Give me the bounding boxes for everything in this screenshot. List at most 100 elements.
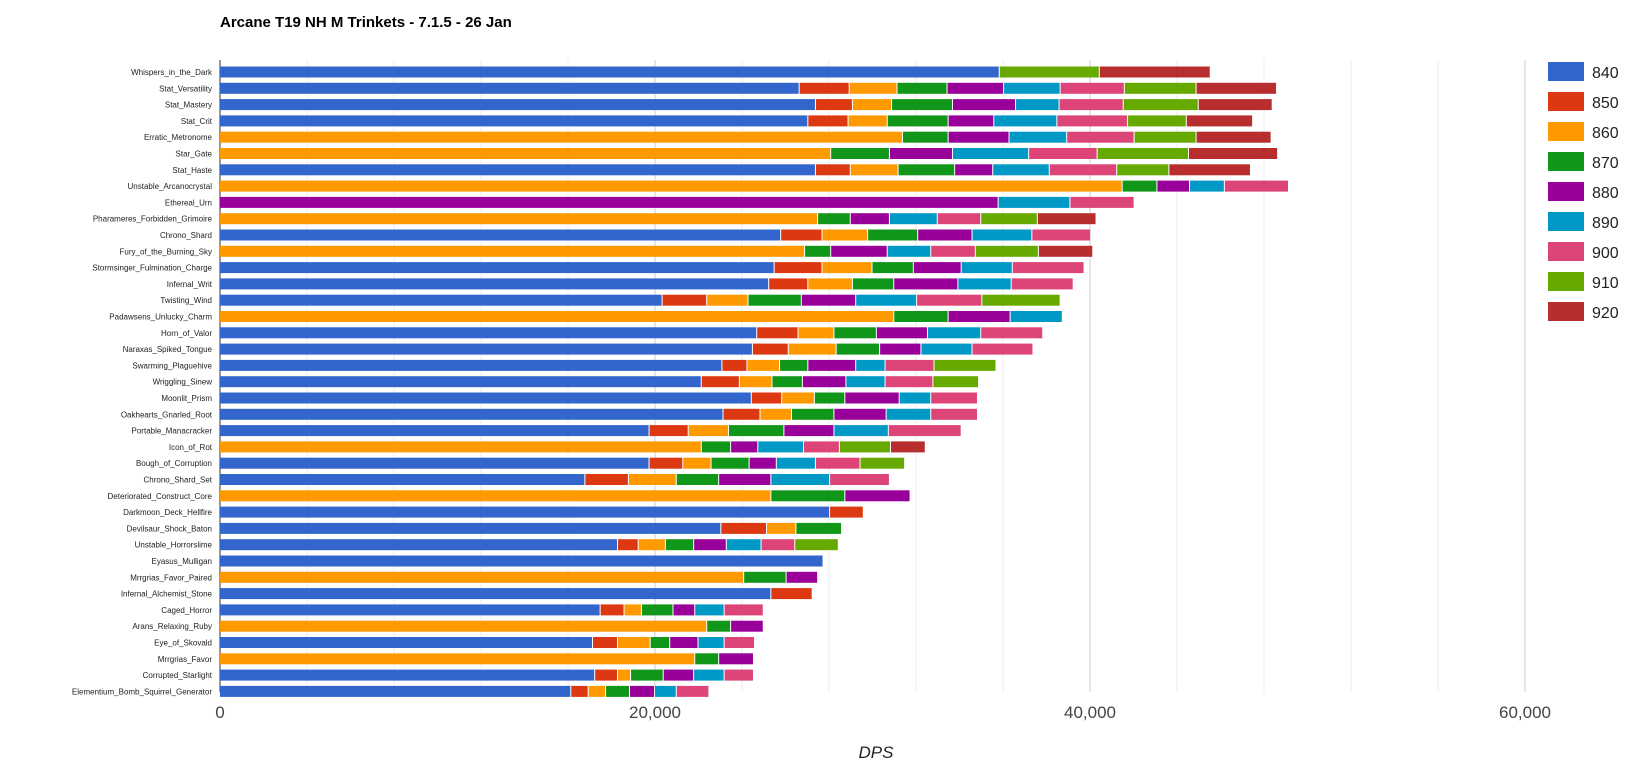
bar-segment-880[interactable] (880, 343, 921, 355)
bar-segment-850[interactable] (585, 474, 628, 485)
bar-segment-870[interactable] (701, 441, 731, 453)
bar-segment-860[interactable] (808, 278, 852, 290)
bar-segment-860[interactable] (782, 392, 814, 404)
bar-segment-920[interactable] (1038, 245, 1093, 257)
bar-segment-890[interactable] (726, 539, 761, 551)
bar-segment-880[interactable] (629, 685, 654, 697)
bar-segment-870[interactable] (872, 262, 913, 274)
bar-segment-840[interactable] (220, 637, 593, 648)
bar-segment-900[interactable] (815, 457, 860, 469)
bar-segment-890[interactable] (834, 425, 888, 437)
bar-segment-870[interactable] (814, 392, 845, 404)
bar-segment-880[interactable] (948, 131, 1009, 143)
bar-segment-870[interactable] (1122, 180, 1157, 192)
bar-segment-880[interactable] (784, 425, 834, 437)
bar-segment-860[interactable] (220, 571, 744, 583)
bar-segment-850[interactable] (808, 115, 848, 127)
bar-segment-860[interactable] (822, 229, 868, 241)
bar-segment-850[interactable] (722, 359, 747, 371)
bar-segment-890[interactable] (889, 213, 937, 225)
bar-segment-910[interactable] (934, 359, 996, 371)
bar-segment-840[interactable] (220, 539, 618, 551)
bar-segment-900[interactable] (1012, 262, 1084, 274)
bar-segment-850[interactable] (701, 376, 739, 388)
bar-segment-840[interactable] (220, 229, 781, 241)
bar-segment-850[interactable] (618, 539, 638, 551)
bar-segment-840[interactable] (220, 278, 769, 290)
bar-segment-910[interactable] (795, 539, 838, 551)
bar-segment-900[interactable] (1032, 229, 1091, 241)
bar-segment-910[interactable] (999, 66, 1099, 78)
bar-segment-900[interactable] (761, 539, 795, 551)
bar-segment-840[interactable] (220, 294, 662, 306)
bar-segment-850[interactable] (757, 327, 798, 339)
bar-segment-880[interactable] (913, 262, 961, 274)
bar-segment-850[interactable] (830, 506, 863, 518)
bar-segment-900[interactable] (724, 604, 763, 616)
legend-item-840[interactable]: 840 (1548, 62, 1619, 82)
bar-segment-870[interactable] (780, 359, 808, 371)
bar-segment-870[interactable] (831, 148, 889, 159)
bar-segment-850[interactable] (815, 99, 852, 111)
bar-segment-870[interactable] (834, 327, 876, 339)
bar-segment-900[interactable] (1029, 148, 1097, 159)
bar-segment-920[interactable] (890, 441, 925, 453)
bar-segment-840[interactable] (220, 604, 600, 616)
bar-segment-870[interactable] (748, 294, 801, 306)
bar-segment-840[interactable] (220, 164, 815, 176)
bar-segment-850[interactable] (815, 164, 850, 176)
bar-segment-870[interactable] (606, 685, 629, 697)
legend-item-920[interactable]: 920 (1548, 302, 1619, 322)
bar-segment-890[interactable] (972, 229, 1032, 241)
bar-segment-900[interactable] (888, 425, 961, 437)
bar-segment-840[interactable] (220, 685, 571, 697)
bar-segment-840[interactable] (220, 408, 723, 420)
bar-segment-850[interactable] (649, 425, 688, 437)
bar-segment-870[interactable] (852, 278, 894, 290)
bar-segment-870[interactable] (897, 82, 947, 94)
bar-segment-870[interactable] (898, 164, 955, 176)
bar-segment-920[interactable] (1099, 66, 1210, 78)
bar-segment-850[interactable] (771, 588, 812, 600)
bar-segment-890[interactable] (927, 327, 981, 339)
bar-segment-860[interactable] (849, 82, 897, 94)
bar-segment-900[interactable] (1057, 115, 1128, 127)
legend-item-900[interactable]: 900 (1548, 242, 1619, 262)
bar-segment-880[interactable] (894, 278, 958, 290)
bar-segment-900[interactable] (1011, 278, 1073, 290)
bar-segment-900[interactable] (1224, 180, 1289, 192)
bar-segment-840[interactable] (220, 115, 808, 127)
bar-segment-870[interactable] (818, 213, 850, 225)
bar-segment-860[interactable] (798, 327, 834, 339)
bar-segment-880[interactable] (952, 99, 1016, 111)
bar-segment-900[interactable] (1049, 164, 1117, 176)
bar-segment-870[interactable] (792, 408, 834, 420)
bar-segment-920[interactable] (1196, 131, 1271, 143)
bar-segment-860[interactable] (220, 620, 707, 632)
bar-segment-900[interactable] (937, 213, 981, 225)
bar-segment-910[interactable] (860, 457, 905, 469)
bar-segment-860[interactable] (624, 604, 641, 616)
bar-segment-880[interactable] (1157, 180, 1190, 192)
bar-segment-870[interactable] (902, 131, 948, 143)
bar-segment-880[interactable] (731, 620, 763, 632)
bar-segment-910[interactable] (982, 294, 1060, 306)
bar-segment-870[interactable] (676, 474, 719, 485)
bar-segment-900[interactable] (885, 359, 934, 371)
bar-segment-860[interactable] (760, 408, 792, 420)
bar-segment-910[interactable] (1117, 164, 1169, 176)
bar-segment-890[interactable] (993, 164, 1049, 176)
bar-segment-860[interactable] (707, 294, 748, 306)
bar-segment-880[interactable] (719, 474, 771, 485)
bar-segment-880[interactable] (802, 376, 846, 388)
bar-segment-860[interactable] (220, 490, 771, 502)
bar-segment-850[interactable] (723, 408, 760, 420)
bar-segment-850[interactable] (593, 637, 618, 648)
bar-segment-920[interactable] (1186, 115, 1253, 127)
legend-item-880[interactable]: 880 (1548, 182, 1619, 202)
bar-segment-860[interactable] (220, 441, 701, 453)
bar-segment-920[interactable] (1188, 148, 1278, 159)
bar-segment-870[interactable] (695, 653, 719, 665)
bar-segment-910[interactable] (1134, 131, 1196, 143)
bar-segment-880[interactable] (948, 311, 1010, 322)
